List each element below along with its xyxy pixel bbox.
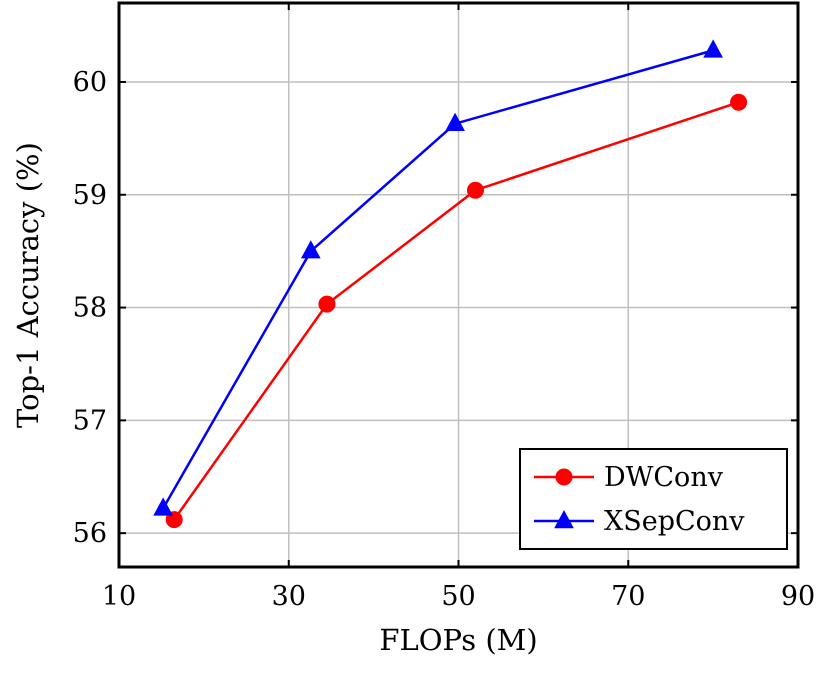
legend: DWConv XSepConv	[519, 448, 788, 550]
legend-item: DWConv	[534, 462, 724, 493]
y-tick-label: 56	[73, 518, 107, 549]
y-axis-label: Top-1 Accuracy (%)	[11, 142, 45, 428]
x-tick-label: 70	[611, 581, 645, 612]
y-tick-label: 59	[73, 180, 107, 211]
series-layer	[153, 39, 748, 529]
grid	[119, 3, 798, 567]
tick-labels: 10 30 50 70 90 56 57 58 59 60	[73, 3, 815, 612]
series-xsepconv	[153, 39, 723, 516]
y-tick-label: 60	[73, 67, 107, 98]
data-point	[153, 497, 173, 516]
x-tick-label: 10	[102, 581, 136, 612]
legend-label: DWConv	[604, 462, 724, 493]
series-line	[162, 49, 714, 509]
x-axis-label: FLOPs (M)	[379, 623, 537, 657]
x-tick-label: 90	[781, 581, 815, 612]
x-tick-label: 50	[441, 581, 475, 612]
y-tick-label: 57	[73, 405, 107, 436]
data-point	[466, 181, 484, 199]
legend-label: XSepConv	[604, 506, 745, 537]
data-point	[730, 93, 748, 111]
series-line	[173, 101, 739, 521]
data-point	[318, 295, 336, 313]
data-point	[165, 511, 183, 529]
data-point	[445, 112, 465, 131]
legend-marker	[554, 510, 574, 529]
legend-box	[519, 448, 788, 550]
legend-marker	[555, 468, 573, 486]
x-tick-label: 30	[272, 581, 306, 612]
y-tick-label: 58	[73, 293, 107, 324]
series-dwconv	[165, 93, 748, 529]
legend-items: DWConv XSepConv	[534, 462, 745, 537]
legend-item: XSepConv	[534, 506, 745, 537]
data-point	[300, 240, 321, 259]
data-point	[703, 39, 723, 58]
